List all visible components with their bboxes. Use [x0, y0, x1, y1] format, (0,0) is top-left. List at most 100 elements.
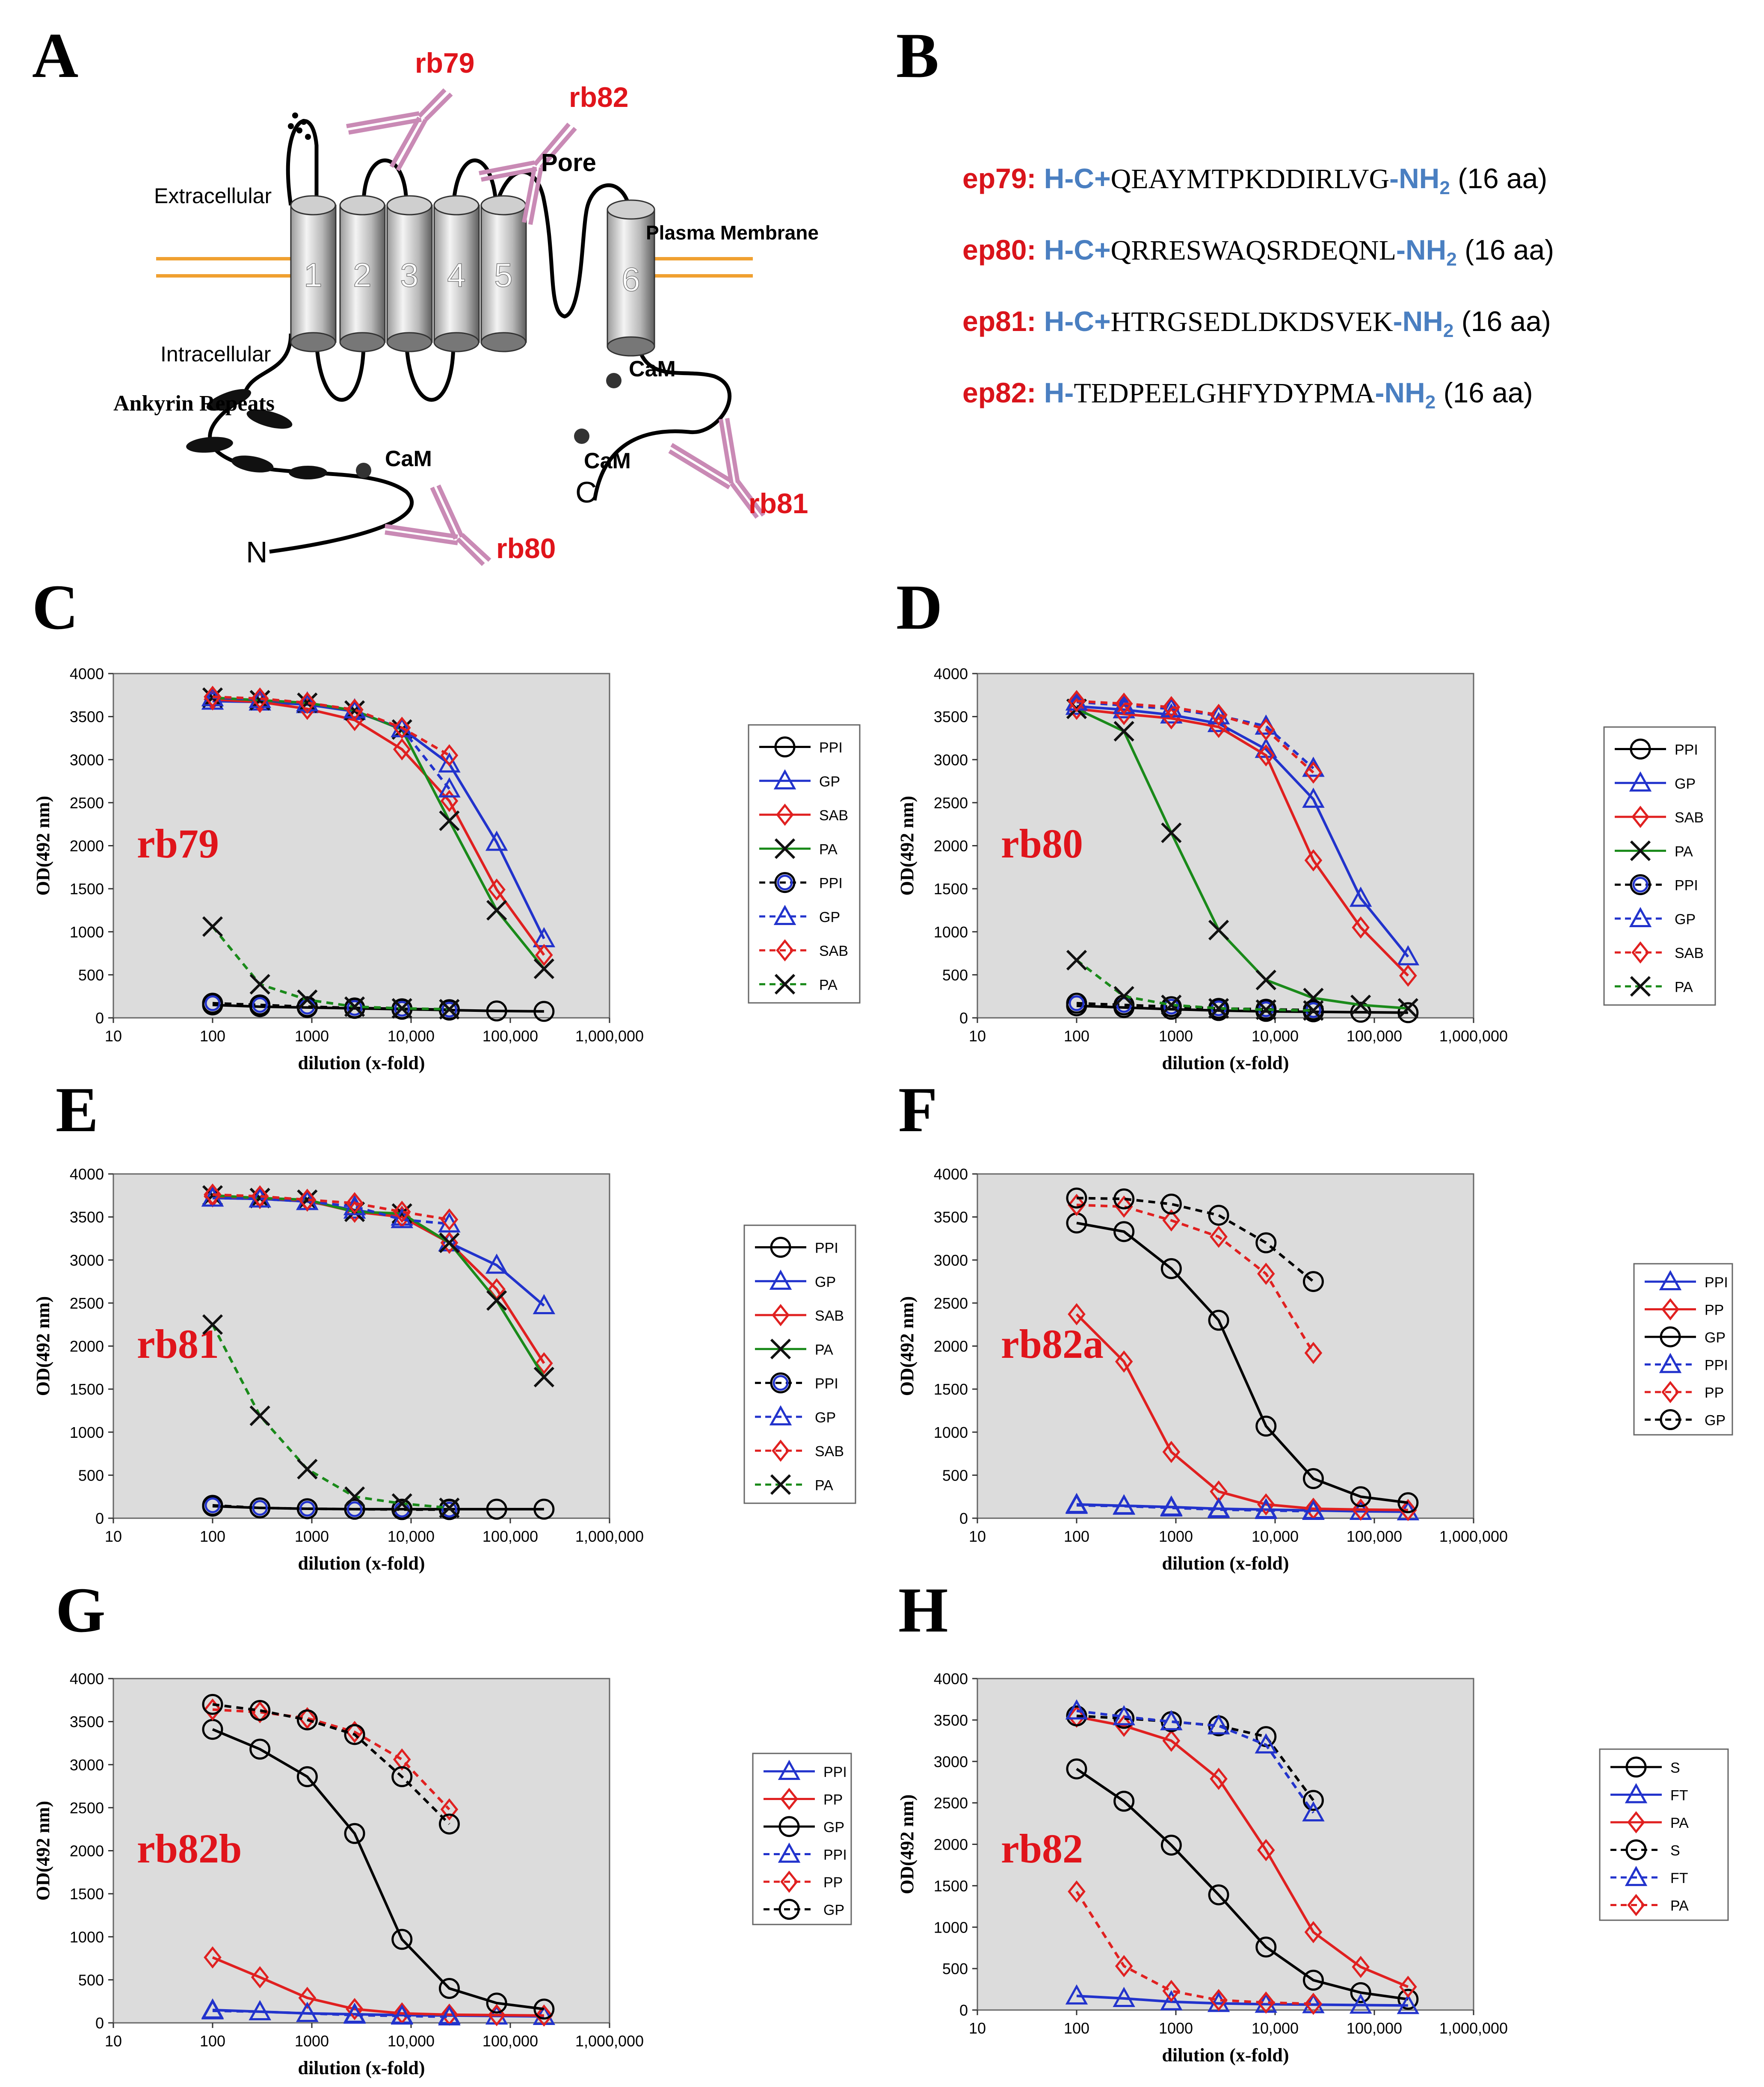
peptide-n-cap: H- [1044, 377, 1074, 408]
data-point [202, 1694, 223, 1715]
channel-topology-diagram: 1 2 3 4 5 6 Extracel [107, 34, 877, 590]
data-point [1066, 950, 1087, 971]
data-point [298, 1188, 317, 1211]
legend-marker [778, 1899, 800, 1920]
peptide-n-cap: H-C+ [1044, 234, 1111, 266]
plot-area [112, 1173, 610, 1519]
x-tick-label: 100 [1064, 1027, 1089, 1045]
series-sab-dashed [1068, 690, 1323, 784]
data-point [1349, 887, 1372, 907]
series-line [212, 1197, 450, 1225]
antibody-rb82-icon [479, 122, 577, 225]
data-point-inner [441, 1002, 457, 1018]
chart-title: rb81 [137, 1321, 219, 1367]
data-point [1068, 1194, 1086, 1216]
chart-title: rb82b [137, 1826, 242, 1871]
data-point [1302, 1801, 1325, 1821]
series-pa-solid [1066, 698, 1418, 1019]
peptide-name: ep82: [962, 377, 1036, 408]
segment-number: 3 [400, 256, 418, 294]
c-terminus-label: C [575, 476, 597, 509]
data-point [486, 1992, 507, 2014]
data-point [1068, 1303, 1086, 1326]
series-ppi-dashed [201, 1999, 461, 2026]
y-tick-label: 500 [942, 966, 968, 984]
data-point [1304, 1342, 1323, 1364]
antibody-rb81-icon [668, 418, 765, 519]
data-point [533, 1366, 554, 1388]
data-point [1162, 696, 1181, 718]
y-tick-label: 2000 [934, 1836, 968, 1853]
data-point [204, 1183, 222, 1206]
data-point [251, 1185, 269, 1208]
data-point [1399, 1499, 1417, 1521]
data-point [391, 1499, 413, 1520]
y-tick-label: 2000 [70, 1842, 104, 1860]
data-point [202, 1495, 223, 1516]
data-point [1115, 1195, 1133, 1218]
data-point [1208, 1884, 1229, 1906]
data-point [1302, 1271, 1324, 1292]
legend-marker [770, 1474, 791, 1495]
data-point [1399, 964, 1417, 987]
antibody-rb79-icon [346, 88, 453, 171]
data-point [249, 994, 271, 1016]
x-axis-label: dilution (x-fold) [1162, 2045, 1289, 2066]
data-point [1066, 1758, 1087, 1780]
y-tick-label: 4000 [70, 1165, 104, 1183]
data-point [393, 716, 411, 739]
legend-label: SAB [1675, 810, 1704, 826]
data-point-inner [346, 1501, 363, 1517]
data-point [1255, 1936, 1277, 1958]
cam-label: CaM [385, 446, 432, 471]
series-s-solid [1066, 1758, 1419, 2010]
data-point [1113, 1986, 1135, 2007]
y-tick-label: 500 [78, 1971, 104, 1989]
y-axis-label: OD(492 nm) [33, 1296, 53, 1396]
data-point [440, 744, 459, 767]
data-point [1066, 993, 1087, 1014]
x-tick-label: 1,000,000 [1439, 2019, 1508, 2037]
x-tick-label: 100,000 [1347, 2019, 1402, 2037]
data-point [486, 1000, 507, 1022]
glycosylation-mark [288, 112, 311, 140]
data-point [1255, 1499, 1278, 1519]
legend-marker [1659, 1270, 1682, 1291]
data-point [1352, 1498, 1370, 1521]
y-tick-label: 2500 [70, 1799, 104, 1817]
peptide-row: ep81: H-C+HTRGSEDLDKDSVEK-NH2 (16 aa) [962, 290, 1554, 362]
legend-marker [780, 1788, 798, 1810]
y-tick-label: 1000 [934, 923, 968, 941]
y-axis-label: OD(492 nm) [33, 1801, 53, 1901]
x-tick-label: 10 [105, 1027, 122, 1045]
legend-label: PP [823, 1874, 843, 1891]
data-point [1160, 1834, 1182, 1856]
y-tick-label: 3000 [70, 1756, 104, 1774]
elisa-chart-rb81: 0 500 1000 1500 2000 2500 3000 3500 4000 10 100 100… [26, 1155, 898, 1582]
legend-marker [1627, 1811, 1645, 1833]
data-point [1115, 1955, 1133, 1978]
series-line [1076, 707, 1409, 1010]
data-point [202, 993, 223, 1014]
y-tick-label: 4000 [934, 1670, 968, 1688]
y-tick-label: 1000 [70, 923, 104, 941]
data-point [346, 1192, 364, 1215]
data-point [486, 900, 507, 921]
data-point [1257, 1262, 1275, 1285]
panel-label-b: B [896, 20, 939, 91]
series-sab-dashed [204, 686, 459, 767]
legend-label: GP [1705, 1413, 1726, 1429]
data-point [297, 1459, 318, 1480]
legend-marker [1630, 874, 1651, 896]
transmembrane-segment-6 [607, 199, 655, 357]
peptide-sequence: QEAYMTPKDDIRLVG [1110, 163, 1390, 195]
data-point [438, 1231, 461, 1252]
legend-label: PPI [823, 1847, 847, 1863]
chart-svg: 0 500 1000 1500 2000 2500 3000 3500 4000 10 100 100… [33, 1670, 852, 2078]
x-tick-label: 10 [969, 2019, 986, 2037]
data-point [344, 1486, 365, 1507]
segment-number: 4 [447, 256, 465, 294]
legend-marker [772, 1440, 790, 1462]
legend-label: PA [1670, 1815, 1689, 1831]
plot-area [977, 1173, 1474, 1519]
